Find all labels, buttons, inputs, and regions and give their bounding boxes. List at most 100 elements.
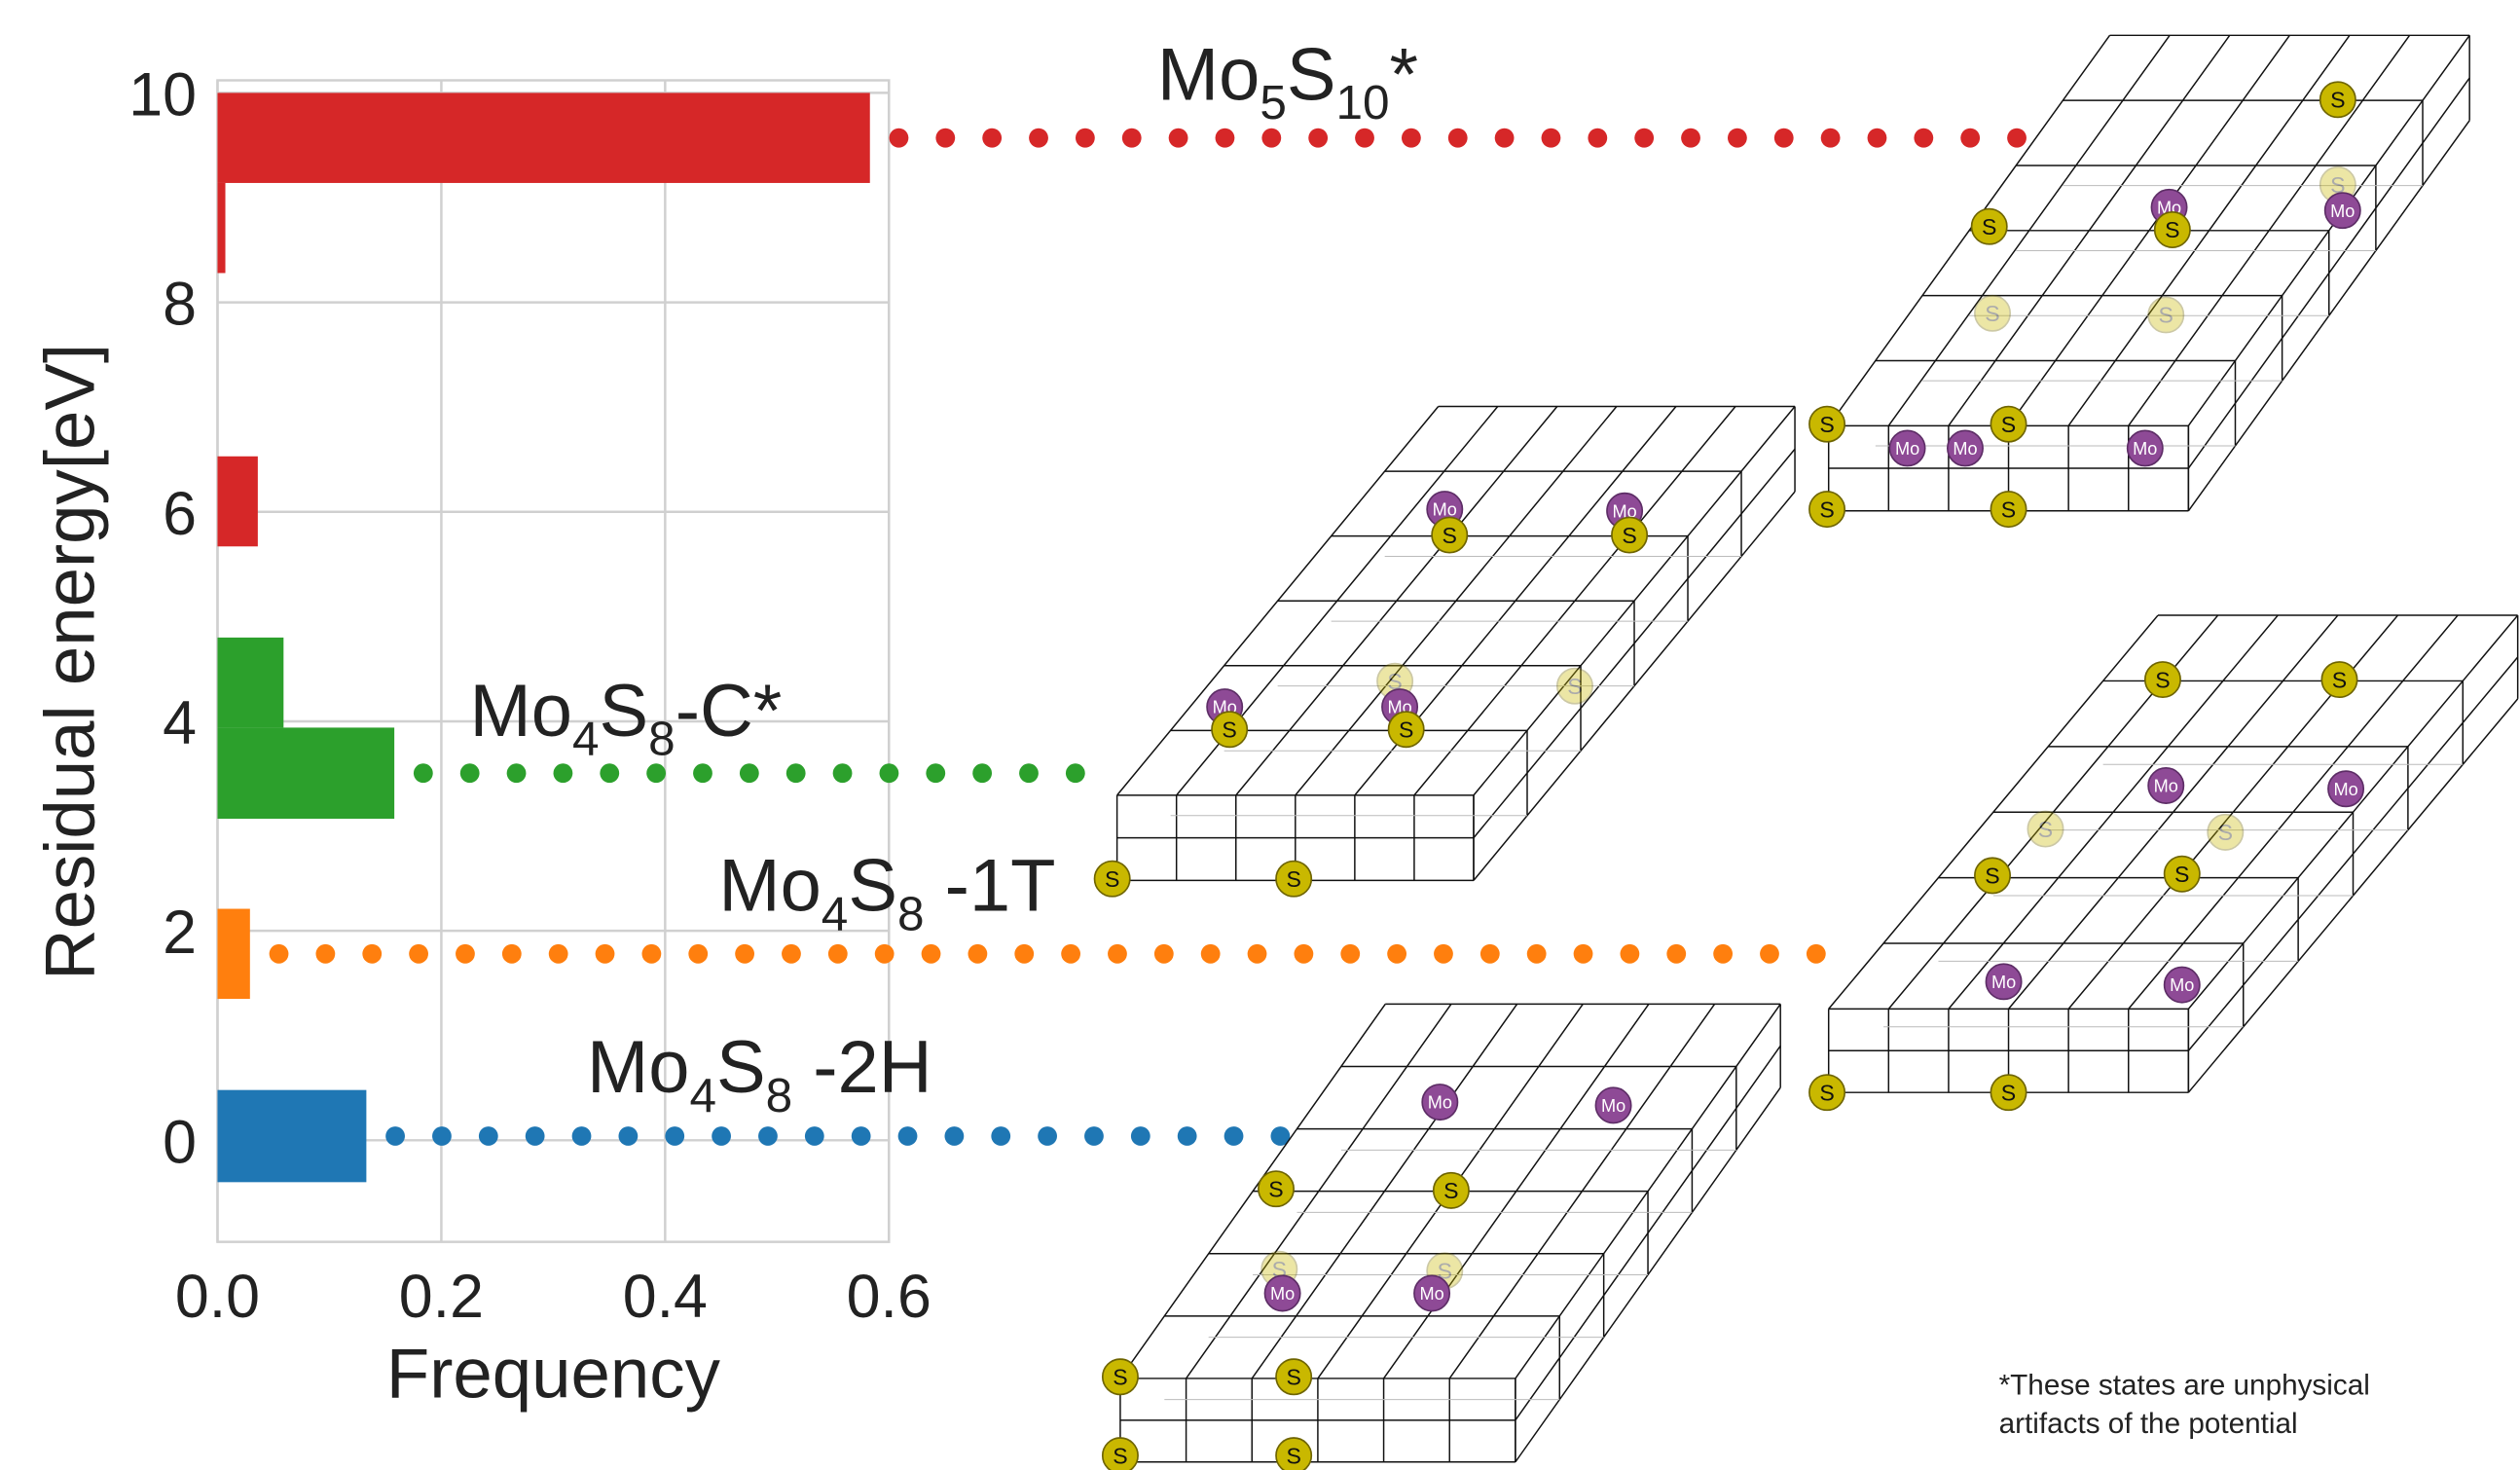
slab-edge	[2188, 78, 2469, 468]
y-axis-label: Residual energy[eV]	[30, 344, 109, 980]
connector-dot	[1108, 944, 1127, 964]
connector-dot	[1261, 129, 1281, 148]
x-tick-label: 0.6	[847, 1263, 931, 1331]
connector-dot	[786, 763, 806, 783]
annotation-part: 4	[689, 1069, 716, 1122]
atom-label: S	[2218, 820, 2233, 845]
atom-label: S	[1268, 1176, 1283, 1201]
s-atom: S	[1990, 407, 2026, 442]
mo-atom: Mo	[1889, 430, 1924, 465]
connector-dot	[1308, 129, 1328, 148]
atom-label: Mo	[2133, 439, 2157, 459]
connector-dot	[1480, 944, 1500, 964]
connector-dot	[922, 944, 941, 964]
connector-dot	[982, 129, 1002, 148]
annotation: Mo5S10*	[1157, 33, 1418, 129]
connector-dot	[1340, 944, 1360, 964]
connector-dot	[1169, 129, 1188, 148]
x-tick-label: 0.0	[175, 1263, 260, 1331]
connector-dot	[758, 1126, 778, 1146]
connector-dot	[502, 944, 522, 964]
atom-label: S	[2330, 88, 2345, 113]
connector-dot	[1201, 944, 1221, 964]
connector-dot	[898, 1126, 918, 1146]
annotation-part: 10	[1336, 76, 1390, 129]
atom-label: S	[1113, 1365, 1127, 1390]
x-tick-label: 0.4	[623, 1263, 708, 1331]
annotation: Mo4S8-C*	[470, 670, 783, 766]
s-atom: S	[1103, 1359, 1138, 1394]
annotation-part: S	[600, 670, 649, 753]
connector-dot	[572, 1126, 592, 1146]
s-atom: S	[1612, 517, 1647, 552]
atom-label: S	[1113, 1443, 1127, 1468]
atom-label: S	[2159, 303, 2173, 328]
mo-atom: Mo	[1948, 430, 1983, 465]
connector-dot	[1131, 1126, 1150, 1146]
connector-dot	[1760, 944, 1779, 964]
s-atom: S	[1975, 858, 2010, 893]
annotation-part: S	[1287, 33, 1336, 116]
slab-edge	[2188, 657, 2517, 1050]
connector-dot	[460, 763, 480, 783]
connector-dot	[828, 944, 848, 964]
connector-dot	[1713, 944, 1733, 964]
atom-label: S	[2001, 1080, 2016, 1105]
bar	[217, 457, 257, 547]
atom-label: S	[1819, 1080, 1834, 1105]
connector-dot	[1061, 944, 1080, 964]
atom-label: Mo	[1991, 973, 2016, 992]
connector-dot	[991, 1126, 1010, 1146]
footnote: *These states are unphysical	[1999, 1369, 2370, 1401]
bar	[217, 183, 225, 274]
connector-dot	[1588, 129, 1607, 148]
connector-dot	[1224, 1126, 1244, 1146]
x-tick-label: 0.2	[399, 1263, 484, 1331]
annotation: Mo4S8 -1T	[718, 845, 1055, 941]
connector-dot	[1178, 1126, 1197, 1146]
atom-label: Mo	[2170, 975, 2194, 995]
connector-dot	[1914, 129, 1933, 148]
connector-dot	[875, 944, 895, 964]
s-atom: S	[2155, 212, 2190, 247]
atom-label: Mo	[1895, 439, 1919, 459]
bar	[217, 92, 869, 183]
connector-dot	[712, 1126, 731, 1146]
atom-label: S	[2001, 412, 2016, 437]
connector-dot	[549, 944, 568, 964]
mo-atom: Mo	[2148, 768, 2183, 803]
connector-dot	[1542, 129, 1561, 148]
connector-dot	[1821, 129, 1841, 148]
connector-dot	[618, 1126, 638, 1146]
connector-dot	[432, 1126, 452, 1146]
s-atom: S	[1809, 407, 1844, 442]
connector-dot	[972, 763, 992, 783]
atom-label: S	[1286, 1443, 1300, 1468]
connector-dot	[1681, 129, 1700, 148]
atom-label: S	[2165, 217, 2179, 242]
y-tick-label: 0	[163, 1108, 197, 1176]
crystal-slab	[1117, 407, 1795, 881]
y-tick-label: 8	[163, 271, 197, 339]
s-atom: S	[2165, 857, 2200, 892]
connector-dot	[890, 129, 909, 148]
plot-frame	[217, 81, 889, 1242]
s-atom: S	[1557, 669, 1592, 704]
atom-label: S	[2038, 817, 2053, 842]
s-atom: S	[1434, 1173, 1469, 1208]
s-atom: S	[1389, 712, 1424, 747]
annotation-part: 8	[766, 1069, 793, 1122]
page: Frequency Residual energy[eV] 0.00.20.40…	[0, 0, 2520, 1470]
y-tick-label: 6	[163, 480, 197, 548]
connector-dot	[1666, 944, 1686, 964]
annotation-part: Mo	[587, 1026, 689, 1109]
s-atom: S	[2145, 662, 2180, 697]
crystal-slab	[1120, 1004, 1780, 1461]
connector-dot	[2007, 129, 2027, 148]
connector-dot	[596, 944, 615, 964]
connector-dot	[688, 944, 708, 964]
connector-dot	[270, 944, 289, 964]
atom-label: Mo	[1433, 500, 1457, 520]
connector-dot	[926, 763, 945, 783]
mo-atom: Mo	[2128, 430, 2163, 465]
